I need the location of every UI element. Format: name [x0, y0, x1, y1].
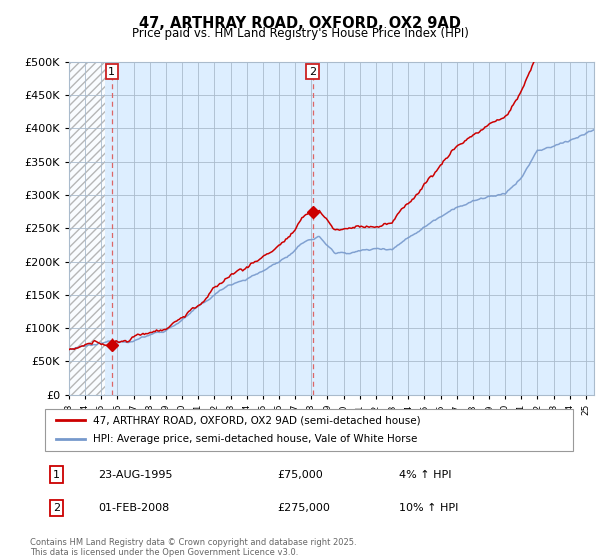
Text: 47, ARTHRAY ROAD, OXFORD, OX2 9AD: 47, ARTHRAY ROAD, OXFORD, OX2 9AD: [139, 16, 461, 31]
Text: 1: 1: [53, 470, 60, 480]
Bar: [69, 62, 104, 395]
Text: 10% ↑ HPI: 10% ↑ HPI: [399, 503, 458, 513]
Text: £75,000: £75,000: [277, 470, 323, 480]
Text: Contains HM Land Registry data © Crown copyright and database right 2025.
This d: Contains HM Land Registry data © Crown c…: [30, 538, 356, 557]
Text: 2: 2: [309, 67, 316, 77]
Text: 1: 1: [109, 67, 115, 77]
FancyBboxPatch shape: [45, 409, 573, 451]
Text: 2: 2: [53, 503, 60, 513]
Text: £275,000: £275,000: [277, 503, 330, 513]
Text: HPI: Average price, semi-detached house, Vale of White Horse: HPI: Average price, semi-detached house,…: [92, 435, 417, 445]
Text: 01-FEB-2008: 01-FEB-2008: [98, 503, 169, 513]
Text: 4% ↑ HPI: 4% ↑ HPI: [399, 470, 451, 480]
Text: Price paid vs. HM Land Registry's House Price Index (HPI): Price paid vs. HM Land Registry's House …: [131, 27, 469, 40]
Text: 23-AUG-1995: 23-AUG-1995: [98, 470, 172, 480]
Text: 47, ARTHRAY ROAD, OXFORD, OX2 9AD (semi-detached house): 47, ARTHRAY ROAD, OXFORD, OX2 9AD (semi-…: [92, 415, 420, 425]
